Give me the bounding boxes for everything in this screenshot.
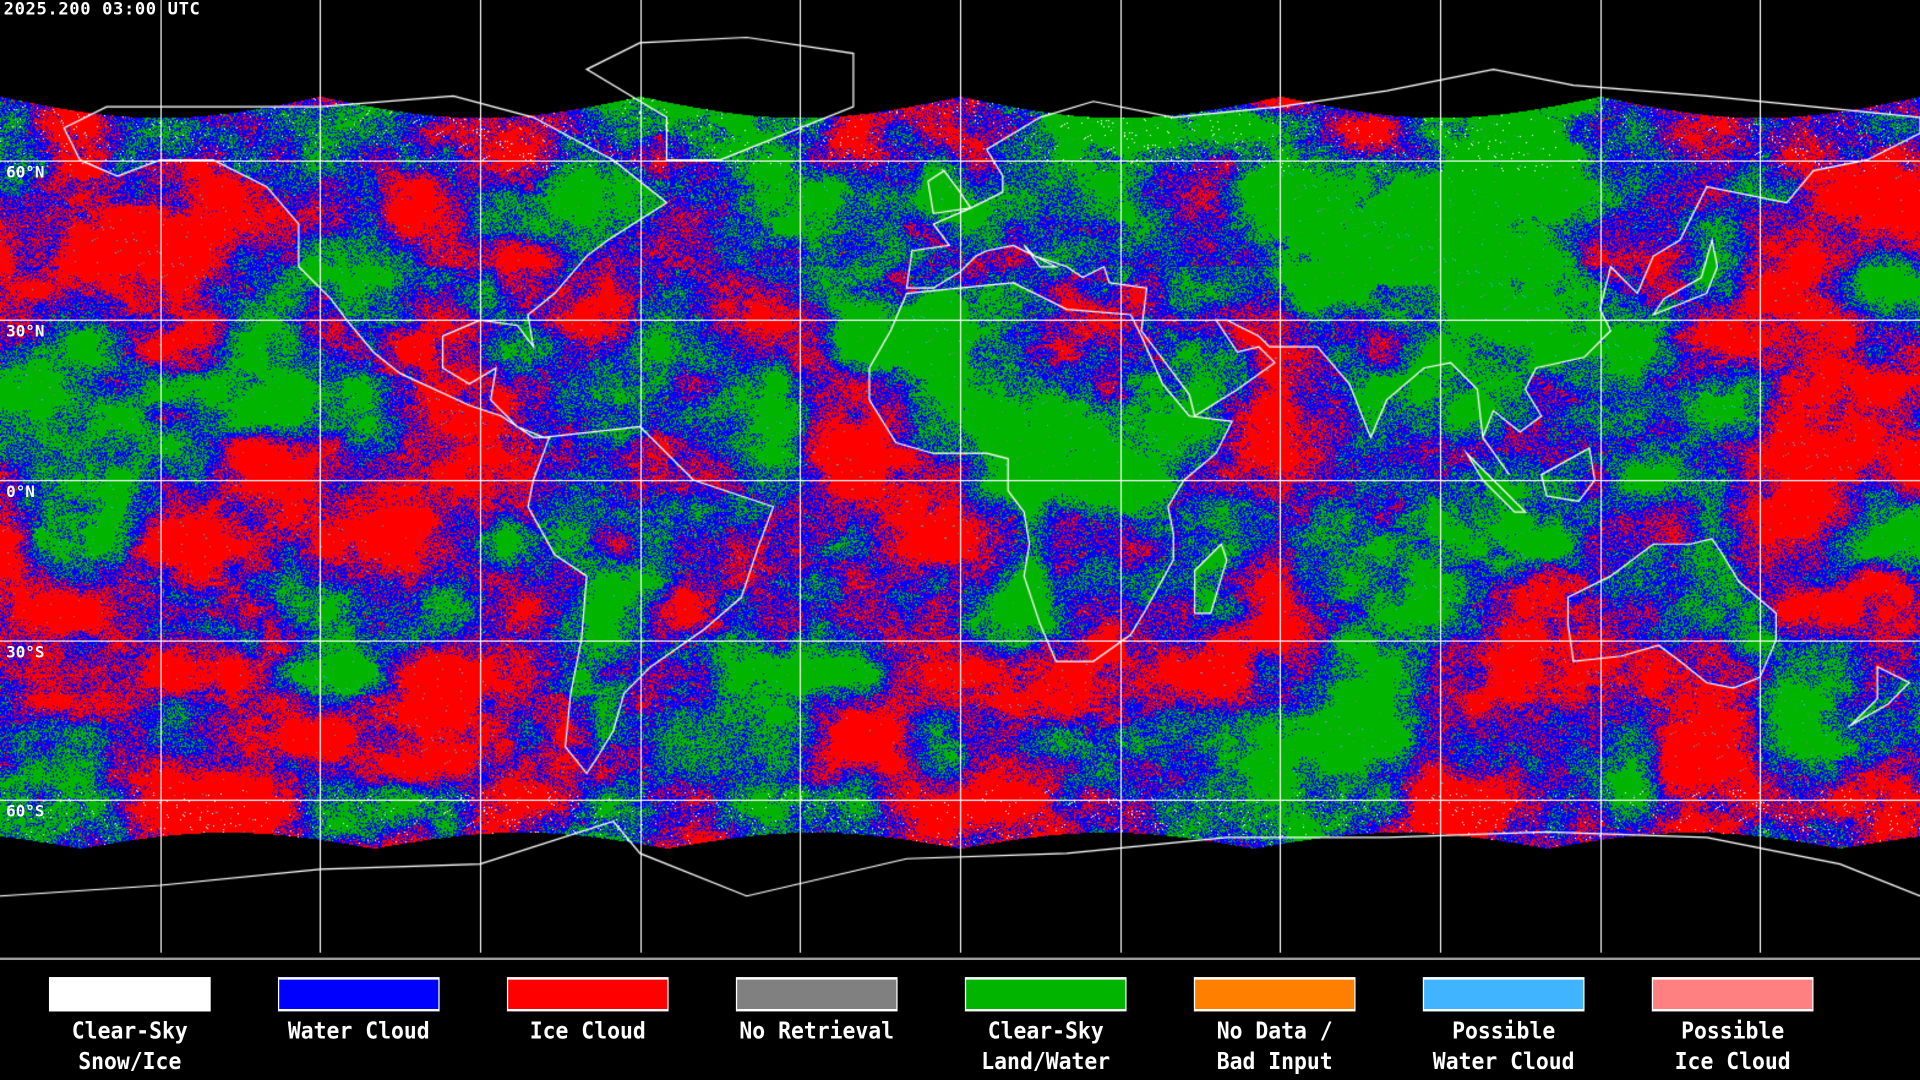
legend-item-no-retrieval: No Retrieval [735,977,898,1047]
legend-label-line1: Water Cloud [287,1017,430,1045]
legend-divider [0,957,1920,961]
legend-label-line2: Snow/Ice [78,1048,182,1076]
legend-label-line2: Water Cloud [1432,1048,1575,1076]
lat-label-30s: 30°S [6,644,45,663]
legend-label-line1: Possible [1452,1017,1556,1045]
legend-label-line1: Possible [1681,1017,1785,1045]
legend-label-line1: No Retrieval [739,1017,895,1045]
cloud-phase-map [0,0,1920,961]
legend-swatch [964,977,1127,1012]
legend-label-line2: Bad Input [1216,1048,1333,1076]
legend-label-line1: Clear-Sky [71,1017,188,1045]
lat-label-30n: 30°N [6,323,45,342]
legend-item-ice-cloud: Ice Cloud [506,977,669,1047]
legend-item-water-cloud: Water Cloud [277,977,440,1047]
lat-label-60n: 60°N [6,164,45,183]
legend-label-line2: Land/Water [981,1048,1111,1076]
legend-swatch [1193,977,1356,1012]
legend-label-line1: Ice Cloud [529,1017,646,1045]
legend-item-clear-sky-land-water: Clear-Sky Land/Water [964,977,1127,1077]
legend-swatch [48,977,211,1012]
legend-item-no-data-bad-input: No Data / Bad Input [1193,977,1356,1077]
legend-label-line1: Clear-Sky [987,1017,1104,1045]
legend-swatch [1422,977,1585,1012]
legend-swatch [506,977,669,1012]
legend-label-line1: No Data / [1216,1017,1333,1045]
legend-swatch [735,977,898,1012]
legend-item-possible-water-cloud: Possible Water Cloud [1422,977,1585,1077]
legend-swatch [1651,977,1814,1012]
lat-label-60s: 60°S [6,803,45,822]
timestamp-title: 2025.200 03:00 UTC [3,0,201,20]
legend-item-clear-sky-snow-ice: Clear-Sky Snow/Ice [48,977,211,1077]
legend-item-possible-ice-cloud: Possible Ice Cloud [1651,977,1814,1077]
lat-label-0n: 0°N [6,483,35,503]
legend-swatch [277,977,440,1012]
legend-label-line2: Ice Cloud [1674,1048,1791,1076]
